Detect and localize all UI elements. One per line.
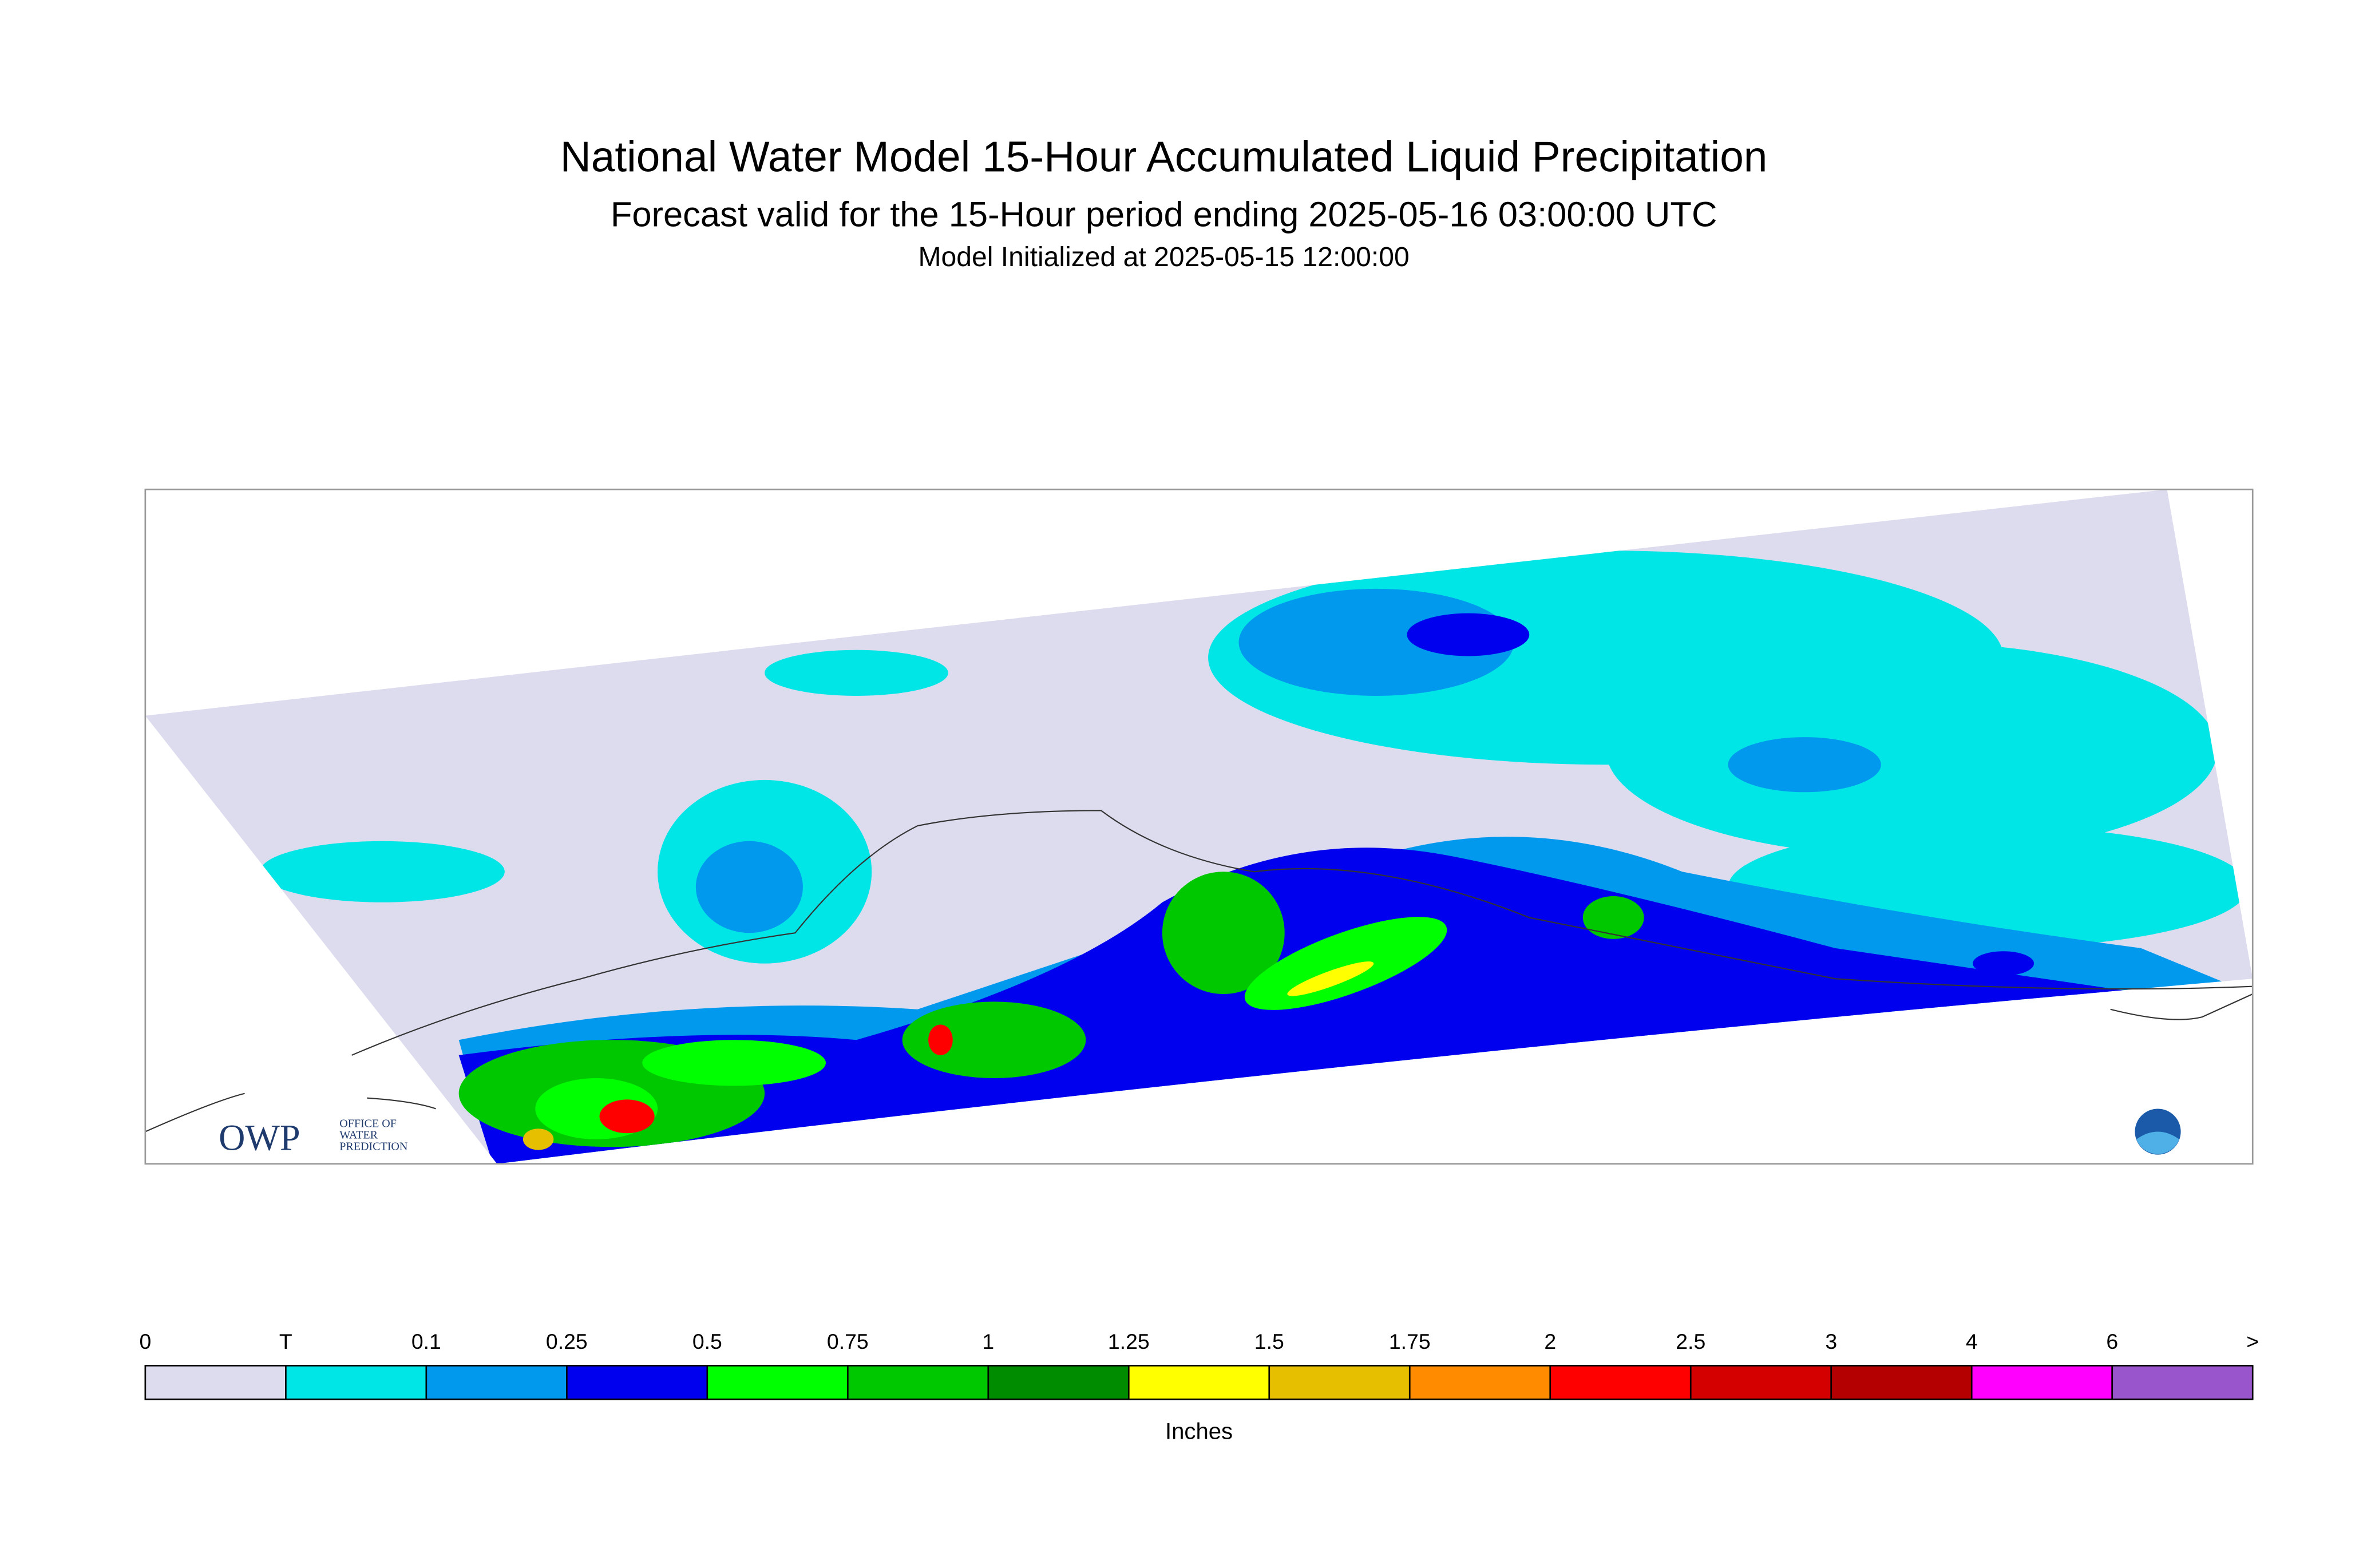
legend-swatch <box>846 1365 989 1400</box>
legend-label: 0.75 <box>827 1329 869 1353</box>
legend-swatch <box>565 1365 708 1400</box>
legend-label: 1.25 <box>1108 1329 1150 1353</box>
legend-swatch <box>2111 1365 2254 1400</box>
legend-label: 0.5 <box>692 1329 722 1353</box>
legend-swatch <box>144 1365 287 1400</box>
logo-lines: OFFICE OF WATER PREDICTION <box>339 1118 407 1153</box>
legend-swatch <box>1127 1365 1270 1400</box>
legend-label: 2 <box>1544 1329 1556 1353</box>
legend-label: 0.25 <box>546 1329 588 1353</box>
legend-swatch <box>987 1365 1130 1400</box>
map: OWP OFFICE OF WATER PREDICTION <box>144 488 2254 1165</box>
map-frame <box>144 488 2254 1165</box>
legend-label: 2.5 <box>1676 1329 1705 1353</box>
precip-field <box>260 551 2253 1164</box>
logo-line: OFFICE OF <box>339 1118 397 1130</box>
legend-label: 3 <box>1825 1329 1837 1353</box>
legend-label: T <box>279 1329 292 1353</box>
title: National Water Model 15-Hour Accumulated… <box>560 132 1768 180</box>
legend-swatch <box>1268 1365 1411 1400</box>
noaa-logo-wave <box>2136 1131 2179 1154</box>
legend-swatch <box>425 1365 568 1400</box>
legend-swatch <box>285 1365 428 1400</box>
legend-label: 0 <box>139 1329 151 1353</box>
legend-swatch <box>1830 1365 1973 1400</box>
legend-swatch <box>1970 1365 2113 1400</box>
legend-unit: Inches <box>1165 1419 1233 1444</box>
legend-label: > <box>2246 1329 2259 1353</box>
logo-text: OWP <box>219 1118 300 1158</box>
legend-swatch <box>1549 1365 1692 1400</box>
owp-logo: OWP OFFICE OF WATER PREDICTION <box>219 1118 407 1158</box>
legend-label: 4 <box>1966 1329 1978 1353</box>
init-time: Model Initialized at 2025-05-15 12:00:00 <box>918 241 1409 272</box>
legend-swatch <box>706 1365 849 1400</box>
legend-label: 0.1 <box>411 1329 441 1353</box>
legend-label: 1.5 <box>1254 1329 1284 1353</box>
legend-swatch <box>1689 1365 1832 1400</box>
legend: 0 T 0.1 0.25 0.5 0.75 1 1.25 1.5 1.75 2 2.5 3 4 6 > <box>139 1329 2259 1400</box>
legend-label: 1.75 <box>1389 1329 1431 1353</box>
subtitle: Forecast valid for the 15-Hour period en… <box>611 195 1717 235</box>
legend-label: 1 <box>982 1329 994 1353</box>
logo-line: WATER <box>339 1129 378 1142</box>
coastlines <box>145 810 2253 1133</box>
legend-swatch <box>1408 1365 1551 1400</box>
logo-line: PREDICTION <box>339 1141 407 1153</box>
legend-label: 6 <box>2106 1329 2118 1353</box>
